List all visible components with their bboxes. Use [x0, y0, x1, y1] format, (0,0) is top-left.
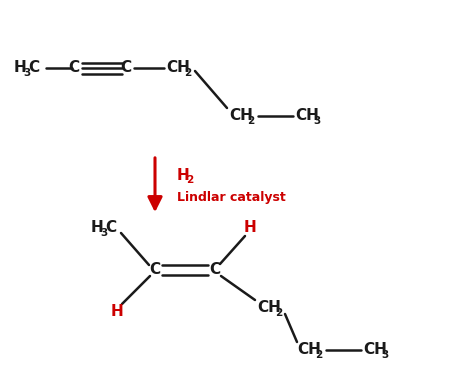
Text: CH: CH: [166, 60, 190, 75]
Text: H: H: [14, 60, 27, 75]
Text: CH: CH: [363, 342, 387, 358]
Text: H: H: [177, 168, 190, 183]
Text: 3: 3: [23, 67, 30, 77]
Text: CH: CH: [257, 300, 281, 315]
Text: 3: 3: [100, 228, 107, 238]
Text: 3: 3: [381, 349, 388, 360]
Text: 2: 2: [184, 67, 191, 77]
Text: C: C: [209, 262, 220, 277]
Text: CH: CH: [295, 108, 319, 123]
Text: 2: 2: [247, 115, 254, 125]
Text: H: H: [243, 221, 256, 236]
Text: C: C: [28, 60, 40, 75]
Text: 2: 2: [315, 349, 322, 360]
Text: 2: 2: [275, 308, 282, 317]
Text: C: C: [121, 60, 131, 75]
Text: H: H: [91, 221, 104, 236]
Text: C: C: [105, 221, 117, 236]
Text: CH: CH: [229, 108, 253, 123]
Text: C: C: [149, 262, 161, 277]
Text: H: H: [111, 305, 123, 320]
Text: Lindlar catalyst: Lindlar catalyst: [177, 190, 286, 204]
Text: 2: 2: [186, 175, 193, 185]
Text: CH: CH: [297, 342, 321, 358]
Text: 3: 3: [313, 115, 320, 125]
Text: C: C: [68, 60, 80, 75]
